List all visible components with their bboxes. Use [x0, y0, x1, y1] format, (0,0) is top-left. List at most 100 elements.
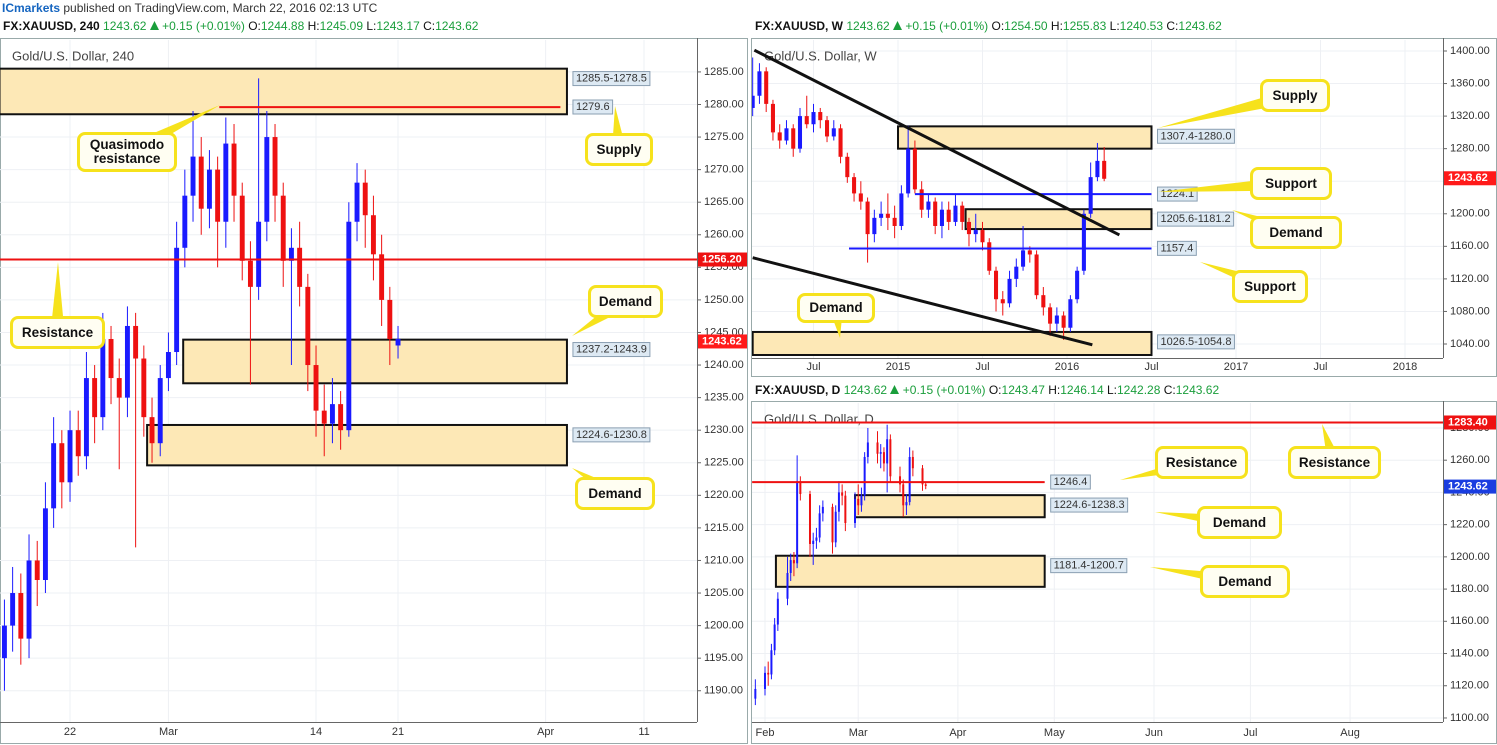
- candle-body: [1021, 250, 1026, 267]
- up-arrow: [890, 385, 900, 394]
- ohlc-label: L:: [1106, 383, 1117, 397]
- candle-body: [1075, 270, 1080, 300]
- candle-body: [1048, 307, 1053, 324]
- last-price-label: 1243.62: [702, 335, 742, 347]
- candle-body: [1007, 278, 1012, 304]
- callout: Demand: [1200, 565, 1290, 598]
- last-price-tag: [1444, 171, 1496, 186]
- ohlc-value: 1243.62: [435, 19, 479, 33]
- y-tick-label: 1140.00: [1450, 647, 1489, 659]
- x-tick-label: Jun: [1145, 727, 1163, 739]
- level-label: 1279.6: [576, 101, 610, 113]
- y-tick-label: 1200.00: [704, 620, 744, 632]
- candle-body: [116, 378, 122, 398]
- trend-line: [752, 256, 1093, 347]
- last-price-tag: [1444, 479, 1496, 494]
- candle-body: [256, 221, 262, 287]
- candle-body: [993, 270, 999, 300]
- ohlc-value: 1244.88: [260, 19, 305, 33]
- zone-label-box: [1050, 497, 1129, 513]
- candle-body: [812, 540, 815, 544]
- candle-body: [124, 325, 130, 398]
- candle-body: [857, 498, 860, 506]
- candle-body: [808, 494, 811, 544]
- callout: Resistance: [10, 316, 105, 349]
- price-tag-label: 1256.20: [702, 253, 742, 265]
- x-tick-label: 21: [392, 726, 404, 738]
- zone-label-box: [1156, 334, 1235, 350]
- candle-body: [346, 221, 352, 431]
- last-price: 1243.62: [846, 19, 890, 33]
- candle-body: [763, 672, 766, 689]
- publish-header: ICmarkets published on TradingView.com, …: [2, 1, 377, 15]
- y-tick-label: 1220.00: [704, 489, 744, 501]
- watermark: Gold/U.S. Dollar, D: [764, 411, 874, 426]
- x-tick-label: 2018: [1393, 361, 1417, 373]
- ohlc-value: 1254.50: [1004, 19, 1048, 33]
- candle-body: [764, 71, 769, 104]
- candle-body: [1054, 315, 1059, 324]
- candle-body: [1000, 299, 1005, 304]
- y-tick-label: 1225.00: [704, 457, 744, 469]
- candle-body: [876, 442, 879, 454]
- candle-body: [797, 116, 803, 149]
- zone-label: 1224.6-1238.3: [1054, 499, 1125, 511]
- change: +0.15 (+0.01%): [905, 19, 989, 33]
- ohlc-label: L:: [1109, 19, 1120, 33]
- x-tick-label: Apr: [949, 727, 966, 739]
- candle-body: [1061, 315, 1066, 328]
- candle-body: [834, 511, 837, 543]
- y-tick-label: 1160.00: [1450, 615, 1489, 627]
- y-tick-label: 1195.00: [704, 652, 743, 664]
- candle-body: [845, 156, 850, 178]
- y-tick-label: 1260.00: [704, 229, 744, 241]
- candle-body: [799, 481, 802, 495]
- y-tick-label: 1280.00: [1450, 143, 1490, 155]
- candle-body: [854, 498, 857, 524]
- y-tick-label: 1285.00: [704, 66, 744, 78]
- x-tick-label: Apr: [537, 726, 554, 738]
- candle-body: [844, 495, 847, 524]
- candle-body: [784, 128, 789, 141]
- y-tick-label: 1270.00: [704, 164, 744, 176]
- candle-body: [1041, 295, 1046, 308]
- candle-body: [1014, 266, 1019, 279]
- x-tick-label: Jul: [1243, 727, 1257, 739]
- callout: Demand: [1250, 216, 1342, 249]
- ohlc-label: O:: [988, 383, 1002, 397]
- candle-body: [818, 513, 821, 538]
- candle-body: [773, 624, 776, 651]
- ohlc-label: H:: [307, 19, 320, 33]
- candle-body: [865, 201, 870, 235]
- candle-body: [51, 443, 57, 509]
- candle-body: [777, 132, 782, 141]
- callout: Supply: [585, 133, 653, 166]
- candle-body: [973, 230, 978, 235]
- callout: Support: [1250, 167, 1332, 200]
- candle-body: [297, 247, 303, 287]
- y-tick-label: 1230.00: [704, 424, 744, 436]
- y-tick-label: 1180.00: [1450, 583, 1489, 595]
- candle-body: [165, 352, 171, 379]
- zone: [182, 338, 568, 385]
- callout: Resistance: [1288, 446, 1381, 479]
- ohlc-value: 1240.53: [1119, 19, 1164, 33]
- candle-body: [905, 502, 908, 506]
- y-tick-label: 1200.00: [1450, 551, 1490, 563]
- candle-body: [752, 95, 755, 108]
- brand[interactable]: ICmarkets: [2, 1, 61, 15]
- y-tick-label: 1400.00: [1450, 45, 1490, 57]
- ohlc-label: O:: [248, 19, 261, 33]
- candle-body: [239, 195, 245, 261]
- candle-body: [215, 169, 221, 222]
- watermark: Gold/U.S. Dollar, 240: [12, 48, 134, 63]
- last-price: 1243.62: [843, 383, 888, 397]
- x-tick-label: Mar: [849, 727, 868, 739]
- candle-body: [1068, 299, 1073, 328]
- zone-label-box: [1050, 558, 1128, 574]
- candle-body: [960, 205, 965, 222]
- panel-frame: [0, 38, 748, 744]
- candle-body: [852, 177, 857, 194]
- candle-body: [858, 193, 863, 202]
- y-tick-label: 1320.00: [1450, 110, 1490, 122]
